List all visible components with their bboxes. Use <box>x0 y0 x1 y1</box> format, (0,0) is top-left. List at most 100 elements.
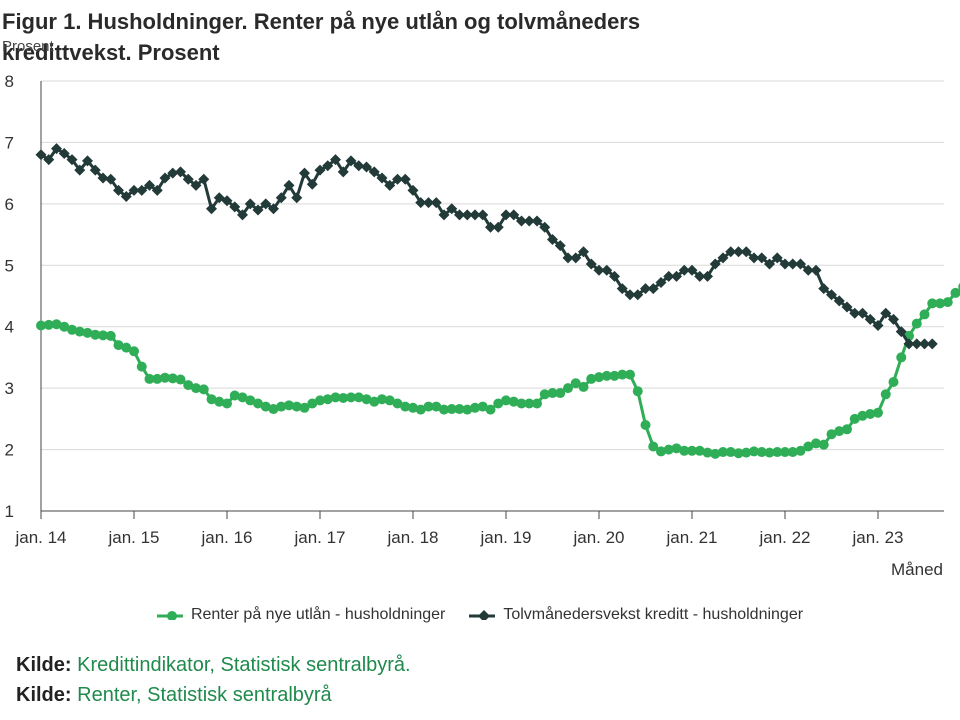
data-point <box>361 161 372 173</box>
data-point <box>407 184 419 196</box>
data-point <box>919 309 930 320</box>
chart-title: Figur 1. Husholdninger. Renter på nye ut… <box>2 9 641 65</box>
data-point <box>725 246 737 258</box>
data-point <box>555 388 566 399</box>
data-point <box>795 445 806 456</box>
x-tick-label: jan. 23 <box>851 528 903 547</box>
data-point <box>756 252 768 264</box>
data-point <box>221 195 233 207</box>
data-point <box>950 287 960 298</box>
data-point <box>51 143 62 155</box>
data-point <box>717 252 729 264</box>
data-point <box>865 408 876 419</box>
data-point <box>175 166 186 178</box>
data-point <box>167 373 178 384</box>
data-point <box>43 154 55 166</box>
data-point <box>648 441 659 452</box>
data-point <box>183 380 194 391</box>
data-point <box>67 324 77 335</box>
data-point <box>353 160 365 172</box>
data-point <box>702 270 713 282</box>
data-point <box>516 215 527 227</box>
data-point <box>841 301 853 313</box>
data-point <box>129 346 139 357</box>
data-point <box>384 179 396 191</box>
y-tick-label: 6 <box>5 195 14 214</box>
data-point <box>361 394 372 405</box>
data-point <box>864 313 876 325</box>
data-point <box>439 404 449 415</box>
legend-diamond-icon <box>469 610 496 620</box>
data-point <box>810 264 822 276</box>
data-point <box>252 204 264 216</box>
data-point <box>291 192 303 204</box>
data-point <box>485 404 496 415</box>
data-point <box>322 394 333 405</box>
data-point <box>547 233 558 245</box>
data-point <box>66 154 78 166</box>
source-line-1: Kilde: Kredittindikator, Statistisk sent… <box>16 650 411 680</box>
data-point <box>492 221 504 233</box>
data-point <box>554 240 566 252</box>
data-point <box>493 398 504 409</box>
data-point <box>74 164 86 176</box>
data-point <box>617 369 628 380</box>
data-point <box>268 203 279 215</box>
data-point <box>516 398 527 409</box>
data-point <box>245 395 256 406</box>
data-point <box>718 447 728 458</box>
data-point <box>299 167 310 179</box>
data-point <box>229 390 240 401</box>
data-point <box>524 398 535 409</box>
data-point <box>678 264 690 276</box>
data-point <box>849 307 861 319</box>
data-point <box>229 201 241 213</box>
data-point <box>625 369 635 380</box>
data-point <box>780 447 790 458</box>
data-point <box>609 270 620 282</box>
data-point <box>454 404 465 415</box>
y-tick-label: 8 <box>5 72 14 91</box>
data-point <box>284 400 294 411</box>
data-point <box>415 197 427 209</box>
data-point <box>764 258 775 270</box>
y-tick-label: 5 <box>5 256 14 275</box>
data-point <box>82 155 93 167</box>
axes: 1 2 3 4 5 6 7 8 jan. 14 jan. 15 jan. 16 jan. 17 jan.… <box>5 72 944 579</box>
data-point <box>105 330 116 341</box>
data-point <box>562 252 574 264</box>
y-tick-label: 7 <box>5 133 14 152</box>
data-point <box>942 297 953 308</box>
data-point <box>656 446 666 457</box>
data-point <box>74 326 85 337</box>
data-point <box>275 192 287 204</box>
y-axis-label: Prosent <box>2 38 54 55</box>
data-point <box>632 386 643 397</box>
source-label: Kilde: <box>16 684 72 706</box>
line-chart: 1 2 3 4 5 6 7 8 jan. 14 jan. 15 jan. 16 jan. 17 jan.… <box>5 72 960 579</box>
data-point <box>640 420 651 430</box>
data-point <box>337 166 349 178</box>
data-point <box>539 389 550 400</box>
y-tick-label: 2 <box>5 441 14 460</box>
data-point <box>671 443 682 454</box>
data-point <box>151 184 163 196</box>
data-point <box>144 373 155 384</box>
data-point <box>647 283 659 295</box>
data-point <box>748 252 760 264</box>
data-point <box>578 246 589 258</box>
data-point <box>888 377 899 387</box>
data-point <box>299 402 310 413</box>
data-point <box>702 447 713 458</box>
data-point <box>811 438 821 449</box>
data-point <box>624 289 636 301</box>
legend-circle-icon <box>156 611 183 620</box>
data-point <box>911 318 922 329</box>
data-point <box>330 154 341 166</box>
data-point <box>206 394 217 405</box>
data-point <box>190 179 202 191</box>
data-point <box>120 190 132 202</box>
data-point <box>749 446 759 457</box>
source-text: Renter, Statistisk sentralbyrå <box>77 684 332 706</box>
data-point <box>888 313 899 325</box>
